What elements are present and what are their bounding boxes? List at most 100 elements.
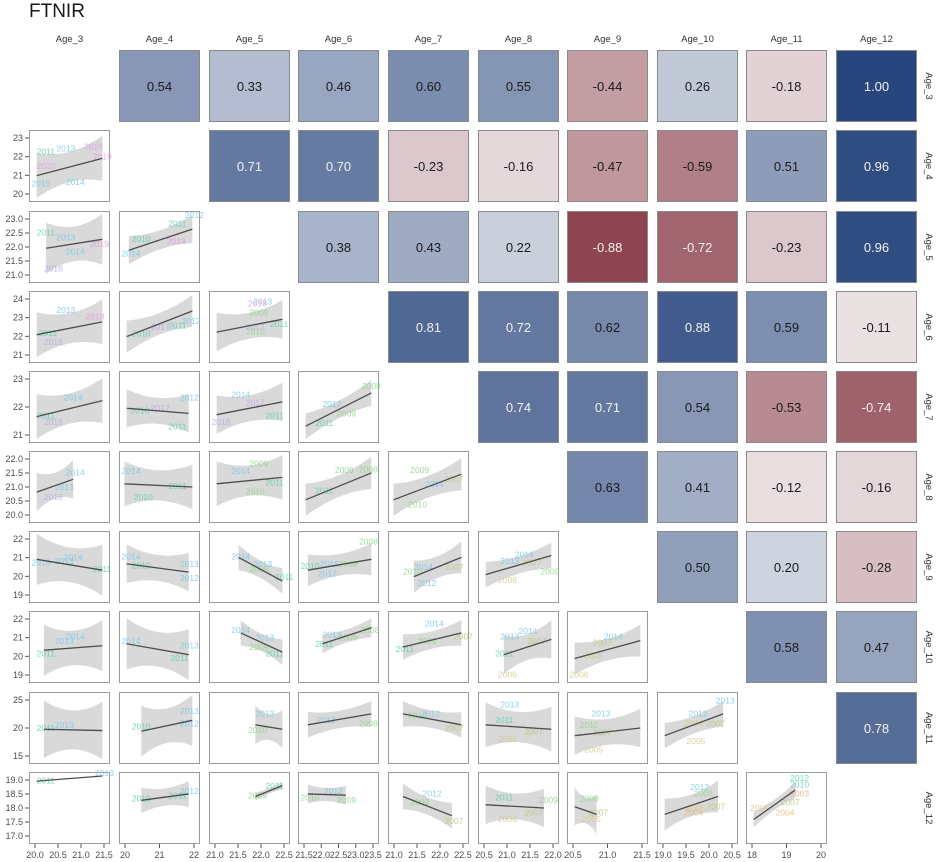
year-label: 2012 (690, 782, 709, 792)
year-label: 2012 (181, 316, 200, 326)
correlation-value: 0.60 (416, 79, 441, 94)
correlation-tile (567, 130, 648, 202)
correlation-value: 0.81 (416, 320, 441, 335)
year-label: 2005 (687, 803, 706, 813)
correlation-value: 0.20 (774, 560, 799, 575)
year-label: 2009 (410, 465, 429, 475)
panel-frame (298, 772, 379, 844)
year-label: 2006 (498, 670, 517, 680)
y-tick-label: 20.5 (5, 496, 23, 506)
year-label: 2013 (180, 706, 199, 716)
year-label: 2009 (250, 307, 269, 317)
row-label-age-11: Age_11 (923, 712, 934, 744)
correlation-tile (657, 50, 738, 122)
correlation-cell: -0.23 (746, 211, 827, 283)
correlation-value: 0.55 (506, 79, 531, 94)
year-label: 2016 (44, 337, 63, 347)
correlation-tile (298, 130, 379, 202)
correlation-tile (746, 50, 827, 122)
year-label: 2014 (515, 549, 534, 559)
year-label: 2011 (168, 219, 187, 229)
column-label-age-11: Age_11 (770, 34, 802, 45)
correlation-cell: 0.74 (478, 371, 559, 443)
year-label: 2015 (320, 559, 339, 569)
year-label: 2009 (539, 795, 558, 805)
year-label: 2014 (66, 177, 85, 187)
correlation-tile (746, 130, 827, 202)
year-label: 2013 (255, 633, 274, 643)
scatter-panel: 2013 2010 (209, 692, 290, 764)
scatter-panel: 2009 2008 2011 (298, 451, 379, 523)
correlation-value: 0.22 (506, 240, 531, 255)
regression-line (485, 724, 552, 730)
correlation-value: -0.44 (593, 79, 623, 94)
year-label: 2011 (495, 792, 514, 802)
correlation-tile (567, 50, 648, 122)
correlation-value: 0.71 (595, 400, 620, 415)
correlation-cell: 0.96 (836, 211, 917, 283)
regression-line (36, 399, 103, 418)
correlation-value: 0.54 (147, 79, 172, 94)
correlation-cell: 0.96 (836, 130, 917, 202)
x-tick-label: 20.0 (700, 850, 718, 860)
x-tick-label: 21 (154, 850, 164, 860)
y-tick-label: 18.5 (5, 789, 23, 799)
year-label: 2011 (93, 564, 112, 574)
correlation-value: -0.11 (862, 320, 891, 335)
y-tick-label: 21.5 (5, 256, 23, 266)
correlation-tile (657, 130, 738, 202)
year-label: 2019 (90, 239, 109, 249)
scatter-panel: 2012 2010 2009 (298, 772, 379, 844)
correlation-tile (657, 531, 738, 603)
y-tick-label: 21.0 (5, 270, 23, 280)
y-tick-label: 19.0 (5, 775, 23, 785)
year-label: 2013 (255, 708, 274, 718)
y-tick-label: 19 (13, 590, 23, 600)
correlation-value: -0.59 (683, 159, 713, 174)
y-tick-label: 21 (13, 170, 23, 180)
year-label: 2020 (37, 161, 56, 171)
correlation-tile (478, 50, 559, 122)
year-label: 2010 (132, 234, 151, 244)
year-label: 2010 (130, 405, 149, 415)
year-label: 2007 (524, 726, 543, 736)
correlation-cell: 0.78 (836, 692, 917, 764)
year-label: 2007 (445, 474, 464, 484)
x-tick-label: 20 (120, 850, 130, 860)
year-label: 2013 (55, 720, 74, 730)
correlation-value: 0.62 (595, 320, 620, 335)
column-label-age-6: Age_6 (325, 34, 352, 45)
year-label: 2007 (593, 638, 612, 648)
correlation-value: 0.33 (237, 79, 262, 94)
correlation-cell: 0.72 (478, 291, 559, 363)
x-tick-label: 19 (781, 850, 791, 860)
x-tick-label: 20.5 (723, 850, 741, 860)
correlation-cell: -0.88 (567, 211, 648, 283)
x-tick-label: 21.5 (95, 850, 113, 860)
correlation-cell: 0.63 (567, 451, 648, 523)
correlation-tile (298, 50, 379, 122)
year-label: 2010 (134, 492, 153, 502)
year-label: 2013 (322, 629, 341, 639)
regression-line (485, 804, 545, 809)
correlation-tile (836, 50, 917, 122)
correlation-value: 1.00 (864, 79, 889, 94)
regression-line (753, 789, 796, 821)
correlation-cell: 0.41 (657, 451, 738, 523)
regression-line (141, 793, 189, 801)
x-tick-label: 21.0 (498, 850, 516, 860)
column-label-age-5: Age_5 (236, 34, 263, 45)
x-tick-label: 22 (189, 850, 199, 860)
correlation-value: 0.59 (774, 320, 799, 335)
regression-line (240, 632, 283, 653)
year-label: 2010 (403, 567, 422, 577)
